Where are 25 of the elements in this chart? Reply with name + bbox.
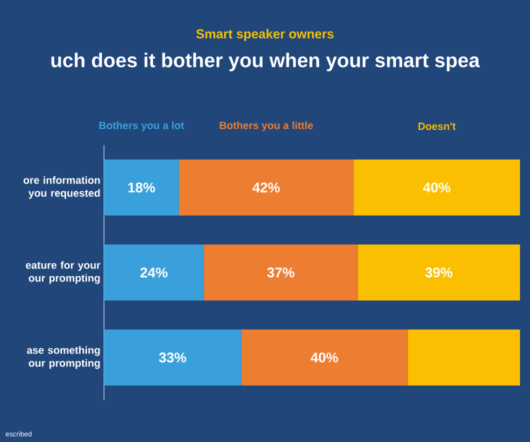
text: Bothers you a little [220, 121, 313, 132]
text: Bothers you a lot [99, 121, 184, 132]
bar [241, 329, 408, 386]
chart-title: Smart speaker owners [196, 28, 334, 42]
y-tick-label: ore information you requested [24, 176, 100, 199]
bar [104, 159, 179, 216]
data-label: 40% [310, 352, 338, 362]
data-label: 37% [267, 268, 294, 278]
text: Doesn't [418, 122, 456, 130]
data-label: 33% [158, 352, 186, 362]
chart-subtitle: uch does it bother you when your smart spea [51, 52, 480, 72]
data-label: 18% [128, 182, 156, 192]
bar [104, 329, 242, 386]
bar [358, 244, 520, 301]
y-tick-label: ase something our prompting [26, 346, 100, 369]
data-label: 40% [423, 182, 450, 192]
bar [204, 244, 358, 301]
bar [408, 329, 520, 386]
data-label: 24% [140, 268, 168, 278]
y-tick-label: eature for your our prompting [26, 261, 100, 284]
data-label: 42% [252, 182, 280, 192]
bar [104, 244, 204, 301]
bar [354, 159, 520, 216]
bar [178, 159, 354, 216]
data-label: 39% [425, 268, 452, 278]
